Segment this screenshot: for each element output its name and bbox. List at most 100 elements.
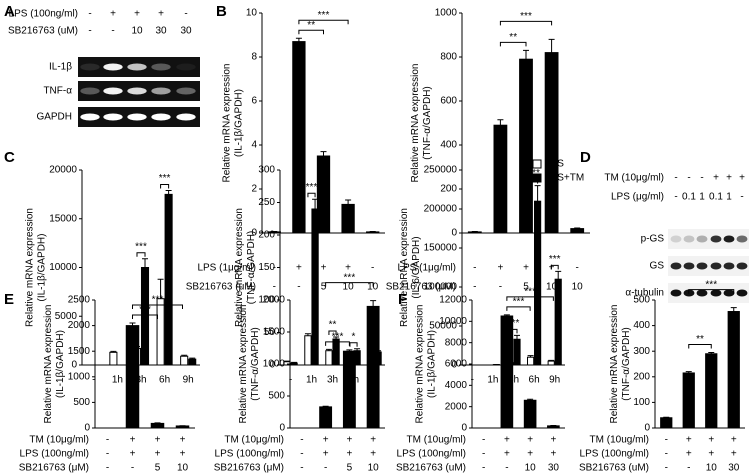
condition-name: SB216763 (μM) <box>214 463 284 474</box>
error-bar <box>110 350 117 353</box>
condition-label: - <box>300 435 303 446</box>
bar <box>316 155 331 234</box>
y-axis-label: (TNF-α/GAPDH) <box>621 327 632 401</box>
y-tick-label: 500 <box>268 391 285 402</box>
y-axis-label: Relative mRNA expression <box>399 208 410 327</box>
condition-label: + <box>323 449 329 460</box>
condition-label: 10 <box>706 463 718 474</box>
legend-swatch <box>532 159 542 169</box>
significance-bracket <box>506 306 531 311</box>
bar <box>527 356 535 366</box>
significance-bracket <box>688 289 735 294</box>
lane-label: - <box>740 192 743 203</box>
error-bar <box>548 359 555 362</box>
condition-label: + <box>527 435 533 446</box>
gel-band <box>151 63 171 71</box>
gel-band <box>151 113 171 121</box>
condition-label: - <box>505 463 508 474</box>
y-axis-label: (IL-1β/GAPDH) <box>55 330 66 398</box>
error-bar <box>730 307 737 312</box>
condition-label: 10 <box>572 282 584 293</box>
bar <box>311 208 319 366</box>
y-tick-label: 200 <box>633 371 650 382</box>
significance-bracket <box>325 341 350 346</box>
condition-label: + <box>686 435 692 446</box>
lane-label: - <box>184 9 187 20</box>
significance-bracket <box>325 282 374 287</box>
y-tick-label: 1500 <box>68 346 91 357</box>
bar <box>341 203 355 234</box>
y-axis-label: (IL-1β/GAPDH) <box>427 330 438 398</box>
error-bar <box>189 357 196 360</box>
y-tick-label: 12000 <box>439 295 467 306</box>
band-label: GAPDH <box>36 112 72 123</box>
bar <box>554 278 562 366</box>
lane-label: - <box>88 9 91 20</box>
condition-label: - <box>482 449 485 460</box>
gel-band <box>103 87 123 95</box>
significance-label: *** <box>318 10 330 21</box>
gel-strip <box>668 229 749 249</box>
condition-label: + <box>346 449 352 460</box>
error-bar <box>157 278 164 299</box>
lane-label: 30 <box>180 26 192 37</box>
y-tick-label: 2500 <box>68 295 91 306</box>
lane-label: 0.1 <box>709 192 723 203</box>
significance-label: ** <box>329 320 337 331</box>
error-bar <box>555 270 562 280</box>
condition-name: TM (10ug/ml) <box>407 435 466 446</box>
x-tick-label: 3h <box>508 375 519 386</box>
x-tick-label: 1h <box>112 375 123 386</box>
bar <box>366 231 380 234</box>
y-tick-label: 6000 <box>445 359 468 370</box>
y-tick-label: 0 <box>71 360 77 371</box>
condition-label: - <box>300 463 303 474</box>
bar <box>125 325 140 429</box>
legend-swatch <box>532 173 542 183</box>
condition-label: - <box>473 263 476 274</box>
condition-label: 10 <box>367 282 379 293</box>
error-bar <box>322 405 329 407</box>
significance-bracket <box>132 304 183 310</box>
bar <box>150 422 165 429</box>
condition-label: 5 <box>321 282 327 293</box>
lane-row-label: LPS (μg/ml) <box>611 192 664 203</box>
y-axis-label: (IL-1β/GAPDH) <box>37 234 48 302</box>
gel-strip <box>668 256 749 276</box>
error-bar <box>333 336 340 339</box>
gel-band <box>80 87 100 95</box>
bar <box>534 200 542 366</box>
gel-band <box>723 262 735 270</box>
significance-bracket <box>349 342 358 347</box>
condition-label: 30 <box>728 463 740 474</box>
significance-label: *** <box>549 254 561 265</box>
bar <box>467 231 482 234</box>
significance-bracket <box>132 314 158 320</box>
y-axis-label: (TNF-α/GAPDH) <box>246 231 257 305</box>
y-tick-label: 8000 <box>445 337 468 348</box>
y-tick-label: 0 <box>451 228 457 239</box>
condition-label: + <box>527 449 533 460</box>
y-tick-label: 8 <box>251 52 257 63</box>
x-tick-label: 3h <box>135 375 146 386</box>
bar <box>175 425 190 429</box>
y-tick-label: 0 <box>251 228 257 239</box>
error-bar <box>497 119 504 126</box>
error-bar <box>154 422 161 424</box>
y-tick-label: 4 <box>251 140 257 151</box>
y-tick-label: 0 <box>84 423 90 434</box>
condition-label: 5 <box>155 463 161 474</box>
y-tick-label: 6 <box>251 96 257 107</box>
band-label: TNF-α <box>43 86 72 97</box>
error-bar <box>354 348 361 351</box>
y-tick-label: 0 <box>451 360 457 371</box>
significance-bracket <box>298 19 349 25</box>
gel-band <box>736 262 748 270</box>
y-tick-label: 2000 <box>445 401 468 412</box>
gel-band <box>670 289 682 297</box>
y-axis-label: Relative mRNA expression <box>415 305 426 424</box>
condition-label: + <box>708 435 714 446</box>
significance-label: *** <box>159 173 171 184</box>
significance-label: *** <box>306 182 318 193</box>
